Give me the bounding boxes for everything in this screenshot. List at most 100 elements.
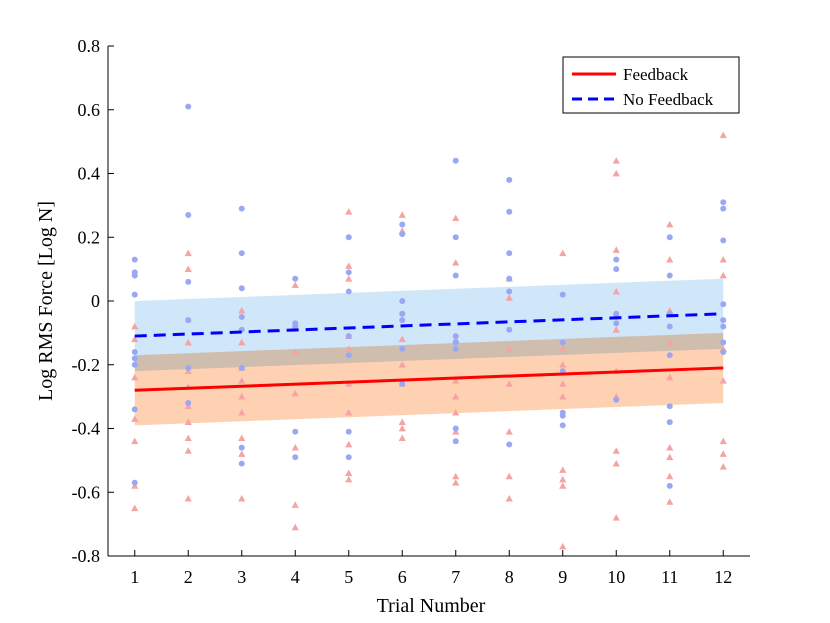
feedback-point [184, 338, 192, 346]
no_feedback-point [131, 361, 138, 368]
no_feedback-point [452, 157, 459, 164]
feedback-point [559, 393, 567, 400]
no_feedback-point [506, 275, 513, 282]
no_feedback-point [292, 275, 299, 282]
y-tick-label: -0.4 [72, 419, 101, 439]
no_feedback-point [613, 256, 620, 263]
no_feedback-point [506, 288, 513, 295]
feedback-point [398, 211, 406, 218]
no_feedback-point [666, 403, 673, 410]
feedback-point [398, 418, 406, 426]
feedback-point [505, 472, 513, 480]
no_feedback-fit-line [134, 312, 724, 338]
no_feedback-point [131, 479, 138, 486]
feedback-point [345, 345, 353, 352]
no_feedback-point [131, 349, 138, 355]
feedback-point [612, 169, 620, 177]
feedback-point [505, 380, 513, 387]
no_feedback-point [720, 237, 727, 244]
axis-ticks: 1 2 3 4 5 6 7 8 9 10 11 12-0.8-0.6-0.4-0.200.20.40.… [72, 36, 733, 587]
feedback-point [666, 444, 674, 451]
x-tick-label: 10 [607, 567, 625, 587]
x-tick-label: 12 [714, 567, 732, 587]
feedback-point [612, 326, 620, 333]
feedback-point [131, 373, 139, 381]
no_feedback-point [559, 412, 566, 419]
feedback-point [612, 287, 620, 295]
no_feedback-point [131, 291, 138, 298]
feedback-point [505, 428, 513, 435]
feedback-point [719, 255, 727, 263]
no_feedback-point [399, 231, 406, 238]
feedback-point [612, 514, 620, 521]
feedback-point [612, 246, 620, 253]
no_feedback-point [345, 352, 352, 359]
no_feedback-point [452, 438, 459, 445]
no_feedback-point [666, 234, 673, 241]
no_feedback-point [238, 444, 245, 451]
no_feedback-point [720, 199, 727, 206]
no_feedback-point [131, 406, 138, 413]
feedback-point [345, 208, 353, 215]
feedback-point [452, 377, 460, 384]
no_feedback-point [238, 250, 245, 257]
no_feedback-point [506, 208, 513, 215]
feedback-point [291, 501, 299, 508]
no_feedback-point [399, 310, 406, 317]
feedback-point [238, 408, 246, 416]
no_feedback-point [292, 428, 299, 435]
feedback-point [559, 345, 567, 352]
no_feedback-point [506, 441, 513, 448]
feedback-point [238, 450, 246, 457]
feedback-point [238, 495, 246, 502]
no_feedback-point [613, 320, 620, 327]
y-tick-label: 0.2 [78, 227, 101, 247]
feedback-point [452, 472, 460, 480]
feedback-point [452, 408, 460, 416]
feedback-point [612, 459, 620, 467]
feedback-point [291, 444, 299, 451]
feedback-point [131, 415, 139, 422]
no_feedback-point [666, 482, 673, 489]
no_feedback-point [131, 256, 138, 263]
feedback-point [612, 157, 620, 164]
feedback-point [131, 437, 139, 445]
feedback-point [184, 418, 192, 426]
feedback-point [666, 255, 674, 263]
no_feedback-point [238, 205, 245, 212]
feedback-point [238, 338, 246, 346]
feedback-point [184, 447, 192, 454]
no_feedback-point [452, 345, 459, 352]
feedback-point [452, 259, 460, 266]
feedback-point [666, 338, 674, 346]
no_feedback-point [399, 345, 406, 352]
no_feedback-point [345, 269, 352, 276]
no_feedback-point [452, 234, 459, 241]
feedback-point [291, 523, 299, 531]
feedback-point [666, 220, 674, 228]
no_feedback-point [131, 272, 138, 279]
no_feedback-point [666, 352, 673, 359]
feedback-point [666, 453, 674, 461]
x-tick-label: 8 [505, 567, 514, 587]
feedback-point [666, 373, 674, 381]
no_feedback-point [559, 291, 566, 298]
feedback-point [452, 393, 460, 400]
no_feedback-point [185, 400, 192, 406]
no_feedback-point [720, 317, 727, 324]
no_feedback-point [452, 333, 459, 340]
x-tick-label: 3 [237, 567, 246, 587]
feedback-legend-label: Feedback [623, 65, 689, 84]
x-tick-label: 11 [661, 567, 678, 587]
no_feedback-point [345, 454, 352, 461]
feedback-point [291, 281, 299, 288]
feedback-point [559, 249, 567, 257]
fit-lines [134, 312, 724, 392]
no_feedback-point [238, 364, 245, 371]
x-tick-label: 7 [451, 567, 460, 587]
feedback-point [184, 434, 192, 441]
no_feedback-point [185, 317, 192, 324]
no_feedback-point [399, 380, 406, 387]
feedback-point [719, 463, 727, 470]
scatter-points [131, 103, 727, 550]
